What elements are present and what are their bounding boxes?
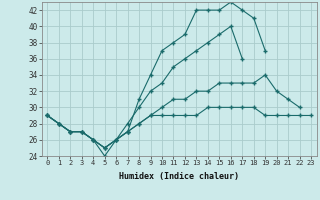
X-axis label: Humidex (Indice chaleur): Humidex (Indice chaleur) [119,172,239,181]
